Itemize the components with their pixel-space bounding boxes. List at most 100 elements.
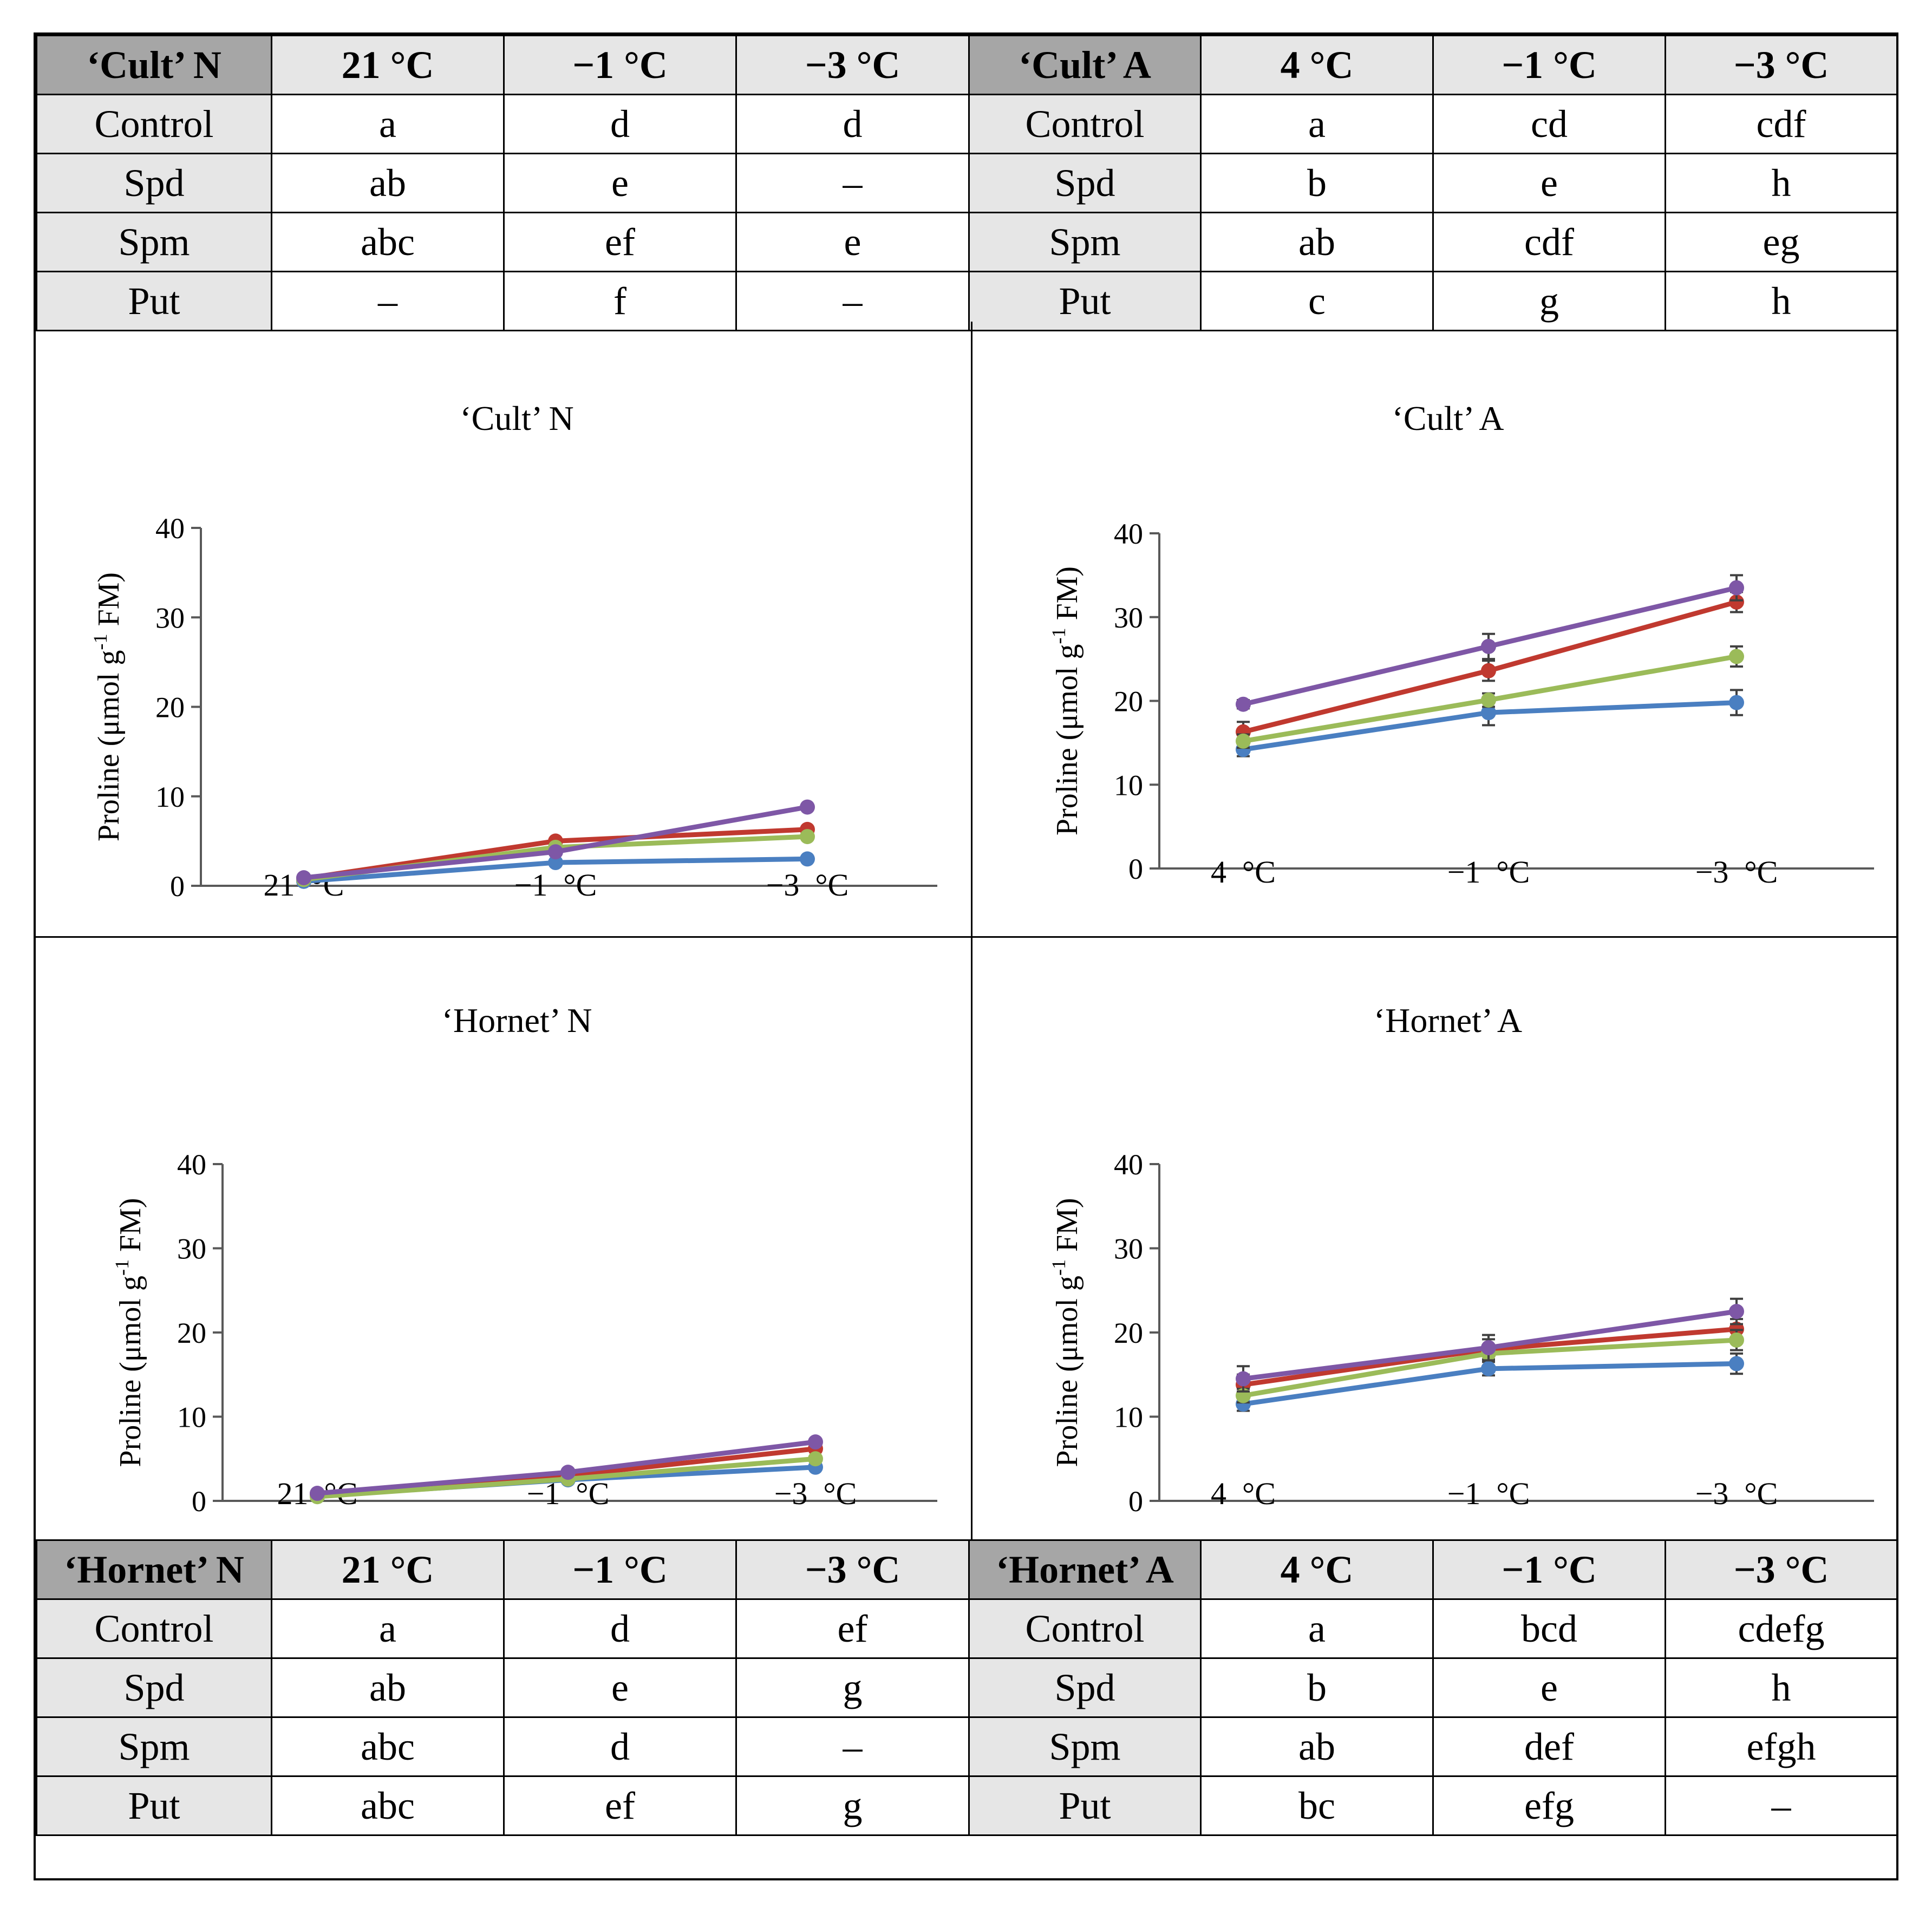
table-cell: – [1665, 1775, 1898, 1836]
table-cell: – [271, 271, 505, 331]
y-tick-label: 40 [177, 1148, 206, 1181]
legend-label: Spm [609, 935, 667, 936]
col-header-cell: 4 °C [1200, 1539, 1434, 1600]
table-cell: ab [271, 1657, 505, 1718]
y-axis-label-superscript: -1 [89, 634, 111, 650]
y-axis-label: Proline (μmol g-1 FM) [1048, 566, 1084, 835]
y-tick-label: 20 [1114, 685, 1143, 718]
chart-panel-hornet-a: ‘Hornet’ A Proline (μmol g-1 FM) 0 10 20 30 40… [972, 938, 1896, 1539]
y-axis-label-part: FM) [114, 1198, 147, 1259]
y-axis-label-superscript: -1 [111, 1259, 133, 1276]
legend-label: Control [268, 935, 364, 936]
table-row: Control a d d Control a cd cdf [36, 94, 1898, 154]
chart-title: ‘Cult’ N [460, 399, 573, 437]
line-chart: ‘Hornet’ N Proline (μmol g-1 FM) 0 10 20 30 40… [111, 1001, 937, 1518]
data-point-put [560, 1465, 576, 1480]
table-cell: ef [503, 1775, 737, 1836]
data-point-control [1481, 705, 1496, 721]
col-header-cell: −1 °C [1432, 35, 1666, 95]
x-tick-label: −1 °C [1447, 1476, 1530, 1511]
y-tick-label: 0 [1128, 853, 1143, 885]
y-tick-label: 40 [155, 512, 185, 545]
table-row: Put – f – Put c g h [36, 271, 1898, 331]
chart-title: ‘Cult’ A [1392, 399, 1504, 437]
row-label: Spd [968, 153, 1202, 213]
y-axis-label-part: Proline (μmol g [92, 650, 126, 842]
chart-panel-cult-a: ‘Cult’ A Proline (μmol g-1 FM) 0 10 20 30 40 4 … [972, 322, 1896, 938]
data-point-spm [1729, 1332, 1744, 1348]
data-point-spm [808, 1451, 823, 1467]
y-axis-label: Proline (μmol g-1 FM) [1048, 1198, 1084, 1467]
table-cell: e [503, 1657, 737, 1718]
data-point-put [1236, 1371, 1251, 1387]
table-cell: d [503, 1598, 737, 1659]
y-axis-label-part: Proline (μmol g [1050, 1276, 1084, 1467]
table-row: Control a d ef Control a bcd cdefg [36, 1598, 1898, 1659]
data-point-put [800, 799, 815, 815]
table-cell: cdf [1665, 94, 1898, 154]
table-corner-hornet-a: ‘Hornet’ A [968, 1539, 1202, 1600]
data-point-spm [1236, 733, 1251, 749]
y-axis-label-superscript: -1 [1048, 1259, 1069, 1276]
table-cell: cd [1432, 94, 1666, 154]
table-cell: abc [271, 1775, 505, 1836]
table-cell: a [271, 1598, 505, 1659]
table-cell: ab [1200, 1716, 1434, 1777]
row-label: Control [36, 1598, 272, 1659]
data-point-control [1729, 1356, 1744, 1371]
table-corner-cult-n: ‘Cult’ N [36, 35, 272, 95]
table-cell: bcd [1432, 1598, 1666, 1659]
data-point-control [800, 851, 815, 867]
data-point-put [1481, 638, 1496, 654]
chart-panel-cult-n: ‘Cult’ N Proline (μmol g-1 FM) 0 10 20 30 40 21… [36, 322, 972, 938]
row-label: Spd [968, 1657, 1202, 1718]
row-label: Put [36, 1775, 272, 1836]
col-header-cell: −3 °C [735, 35, 970, 95]
y-axis-label-part: Proline (μmol g [114, 1276, 147, 1467]
figure: ‘Cult’ N 21 °C −1 °C −3 °C ‘Cult’ A 4 °C… [34, 32, 1898, 1880]
table-cell: g [735, 1775, 970, 1836]
x-tick-label: −3 °C [1695, 854, 1778, 890]
table-cell: ab [271, 153, 505, 213]
table-cell: a [1200, 1598, 1434, 1659]
data-point-put [1481, 1340, 1496, 1355]
data-point-put [1729, 1304, 1744, 1319]
col-header-cell: −3 °C [735, 1539, 970, 1600]
table-cell: g [1432, 271, 1666, 331]
table-row: Put abc ef g Put bc efg – [36, 1775, 1898, 1836]
y-tick-label: 20 [155, 691, 185, 724]
data-point-control [1729, 695, 1744, 710]
y-tick-label: 40 [1114, 518, 1143, 550]
table-cell: h [1665, 1657, 1898, 1718]
y-axis-label-part: FM) [1050, 1198, 1084, 1259]
y-tick-label: 20 [1114, 1317, 1143, 1349]
table-cell: efgh [1665, 1716, 1898, 1777]
row-label: Control [968, 94, 1202, 154]
table-cell: d [503, 1716, 737, 1777]
col-header-cell: 21 °C [271, 1539, 505, 1600]
chart-title: ‘Hornet’ N [442, 1001, 592, 1040]
table-cell: a [1200, 94, 1434, 154]
x-tick-label: −1 °C [1447, 854, 1530, 890]
row-label: Put [968, 271, 1202, 331]
y-axis-label-part: FM) [92, 572, 126, 634]
col-header-cell: 21 °C [271, 35, 505, 95]
data-point-control [548, 855, 563, 871]
y-tick-label: 30 [1114, 1233, 1143, 1265]
row-label: Control [968, 1598, 1202, 1659]
y-tick-label: 10 [177, 1401, 206, 1434]
x-tick-label: −1 °C [514, 867, 597, 903]
table-row: Spd ab e – Spd b e h [36, 153, 1898, 213]
row-label: Spd [36, 153, 272, 213]
table-corner-cult-a: ‘Cult’ A [968, 35, 1202, 95]
table-cell: b [1200, 153, 1434, 213]
table-cell: abc [271, 1716, 505, 1777]
y-tick-label: 40 [1114, 1148, 1143, 1181]
col-header-cell: −1 °C [1432, 1539, 1666, 1600]
data-point-put [1236, 696, 1251, 712]
data-point-spd [1481, 663, 1496, 678]
table-cell: cdf [1432, 212, 1666, 272]
table-cell: bc [1200, 1775, 1434, 1836]
y-axis-label: Proline (μmol g-1 FM) [89, 572, 126, 841]
